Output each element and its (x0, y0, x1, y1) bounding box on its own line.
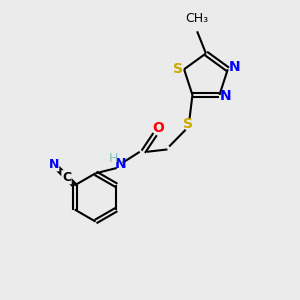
Text: CH₃: CH₃ (185, 12, 209, 25)
Text: N: N (115, 157, 127, 171)
Text: N: N (220, 89, 232, 103)
Text: O: O (152, 121, 164, 135)
Text: S: S (183, 117, 193, 131)
Text: C: C (62, 171, 71, 184)
Text: N: N (48, 158, 59, 171)
Text: S: S (172, 62, 183, 76)
Text: H: H (109, 152, 119, 165)
Text: N: N (229, 60, 240, 74)
